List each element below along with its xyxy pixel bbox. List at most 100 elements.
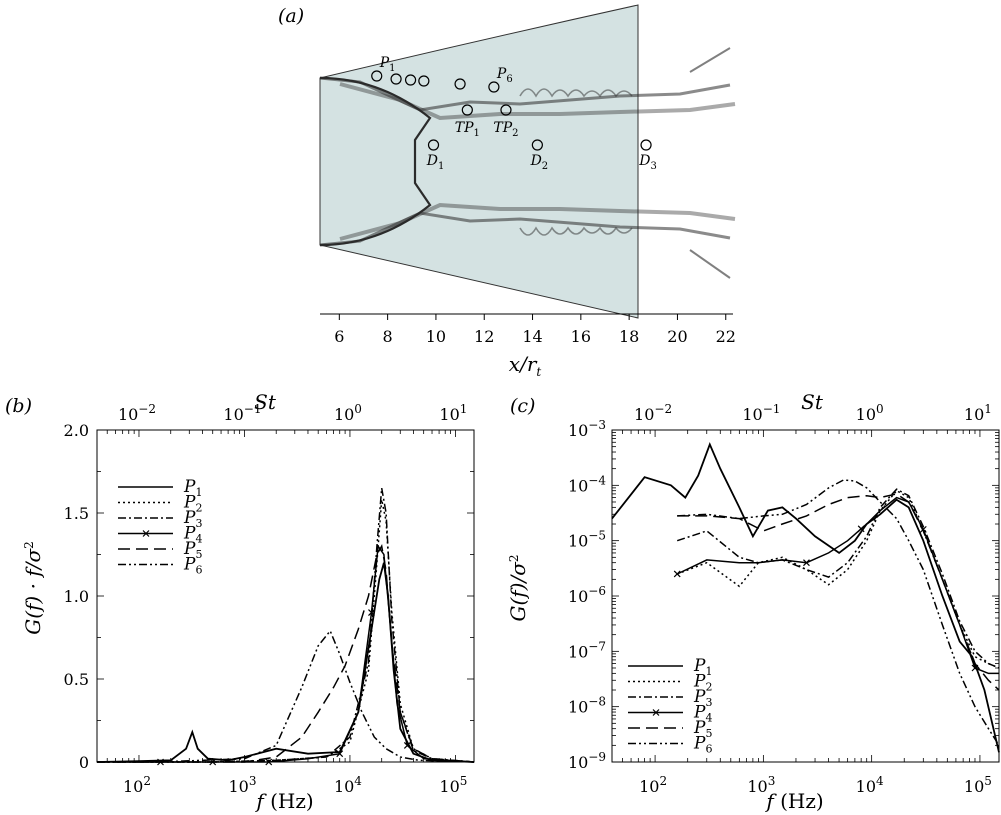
x-tick-label: 105 xyxy=(964,774,992,796)
panel-a-tick-label: 20 xyxy=(667,327,687,346)
panel-a-tick-label: 12 xyxy=(474,327,494,346)
panel-b: (b) St 102 103 104 105 10−2 10−1 100 101 0 0.5 1.0… xyxy=(5,390,475,813)
y-tick-label: 10−9 xyxy=(568,750,606,772)
probe-label: TP1 xyxy=(455,120,480,139)
top-tick-label: 100 xyxy=(334,402,362,424)
probe-circle xyxy=(488,81,500,93)
probe-circle xyxy=(461,104,473,116)
x-tick-label: 103 xyxy=(228,774,256,796)
y-tick-label: 10−4 xyxy=(568,473,606,495)
legend-marker xyxy=(652,709,660,716)
top-tick-label: 10−1 xyxy=(223,402,261,424)
panel-a-label: (a) xyxy=(278,5,304,27)
panel-c-ylabel: G(f)/σ2 xyxy=(506,554,530,621)
probe-label: P6 xyxy=(496,66,513,85)
panel-b-xlabel: f (Hz) xyxy=(254,789,313,813)
probe-circle xyxy=(390,73,402,85)
probe-markers: P1 P6 TP1 TP2 D1 D2 D3 xyxy=(371,55,657,172)
series-marker-p4 xyxy=(368,609,375,617)
panel-c-plot: 102 103 104 105 10−2 10−1 100 101 10−9 10−8 10−7 10… xyxy=(568,402,1000,796)
legend-label: P4 xyxy=(183,524,202,546)
probe-circle xyxy=(640,139,652,151)
panel-c-label: (c) xyxy=(510,395,535,417)
series-line-p3 xyxy=(97,487,475,763)
probe-label: TP2 xyxy=(493,120,518,139)
series-marker-p4 xyxy=(403,741,411,749)
probe-circle xyxy=(418,75,430,87)
legend-label: P3 xyxy=(693,687,712,709)
series-line-p5 xyxy=(97,544,475,763)
legend-label: P5 xyxy=(693,718,712,740)
x-tick-label: 104 xyxy=(334,774,362,796)
top-tick-label: 101 xyxy=(964,402,992,424)
y-tick-label: 10−8 xyxy=(568,695,606,717)
legend-label: P6 xyxy=(183,555,202,577)
panel-a-tick-label: 6 xyxy=(334,327,344,346)
probe-label: P1 xyxy=(379,55,396,74)
legend-label: P2 xyxy=(693,672,712,694)
legend-label: P3 xyxy=(183,508,202,530)
top-tick-label: 10−2 xyxy=(118,402,156,424)
series-line-p5 xyxy=(677,493,1000,691)
series-marker-p4 xyxy=(265,758,273,766)
probe-circle xyxy=(531,139,543,151)
panel-a-tick-label: 8 xyxy=(383,327,393,346)
panel-a-axis: 6 8 10 12 14 16 18 20 22 xyxy=(320,313,736,346)
probe-circle xyxy=(500,104,512,116)
top-tick-label: 10−1 xyxy=(742,402,780,424)
y-tick-label: 10−5 xyxy=(568,529,606,551)
panel-c-top-label: St xyxy=(801,390,824,414)
panel-b-ylabel: G(f) · f/σ2 xyxy=(21,541,45,635)
probe-label: D3 xyxy=(638,153,657,172)
y-tick-label: 1.0 xyxy=(64,587,89,606)
legend-label: P1 xyxy=(693,656,712,678)
panel-c: (c) St 102 103 104 105 10−2 10−1 100 101 10−9 10−… xyxy=(506,390,1000,813)
series-line-p1 xyxy=(611,441,1000,753)
legend-label: P4 xyxy=(693,703,712,725)
panel-a-tick-label: 22 xyxy=(716,327,736,346)
probe-circle xyxy=(404,74,417,86)
series-marker-p4 xyxy=(336,750,344,758)
panel-b-plot: 102 103 104 105 10−2 10−1 100 101 0 0.5 1.0 1.5 2.0 P… xyxy=(64,402,475,796)
legend-label: P6 xyxy=(693,734,712,756)
probe-circle xyxy=(427,139,440,151)
panel-b-label: (b) xyxy=(5,395,32,417)
y-tick-label: 1.5 xyxy=(64,504,89,523)
series-line-p4 xyxy=(97,544,475,763)
x-tick-label: 103 xyxy=(747,774,775,796)
legend-marker xyxy=(142,530,150,537)
probe-circle xyxy=(454,78,466,90)
series-marker-p4 xyxy=(673,570,681,578)
x-tick-label: 104 xyxy=(856,774,884,796)
panel-a-tick-label: 18 xyxy=(619,327,639,346)
legend-label: P5 xyxy=(183,539,202,561)
jet-schlieren xyxy=(319,47,736,279)
panel-c-xlabel: f (Hz) xyxy=(764,789,823,813)
probe-label: D1 xyxy=(426,153,445,172)
series-marker-p4 xyxy=(803,559,810,567)
top-tick-label: 101 xyxy=(439,402,467,424)
plot-frame xyxy=(96,429,475,763)
top-tick-label: 100 xyxy=(856,402,884,424)
panel-a-xlabel: x/rt xyxy=(509,352,542,379)
panel-b-top-label: St xyxy=(254,390,277,414)
x-tick-label: 102 xyxy=(639,774,667,796)
top-tick-label: 10−2 xyxy=(634,402,672,424)
series-line-p6 xyxy=(97,629,475,763)
y-tick-label: 2.0 xyxy=(64,421,89,440)
y-tick-label: 0.5 xyxy=(64,670,89,689)
y-tick-label: 0 xyxy=(79,753,89,772)
series-line-p1 xyxy=(96,562,475,763)
y-tick-label: 10−7 xyxy=(568,639,606,661)
probe-circle xyxy=(371,70,383,82)
series-line-p6 xyxy=(677,479,1000,746)
legend-label: P2 xyxy=(183,493,202,515)
panel-a-tick-label: 14 xyxy=(522,327,542,346)
series-marker-p4 xyxy=(857,525,865,533)
y-tick-label: 10−6 xyxy=(568,584,606,606)
y-tick-label: 10−3 xyxy=(568,418,606,440)
x-tick-label: 102 xyxy=(123,774,151,796)
